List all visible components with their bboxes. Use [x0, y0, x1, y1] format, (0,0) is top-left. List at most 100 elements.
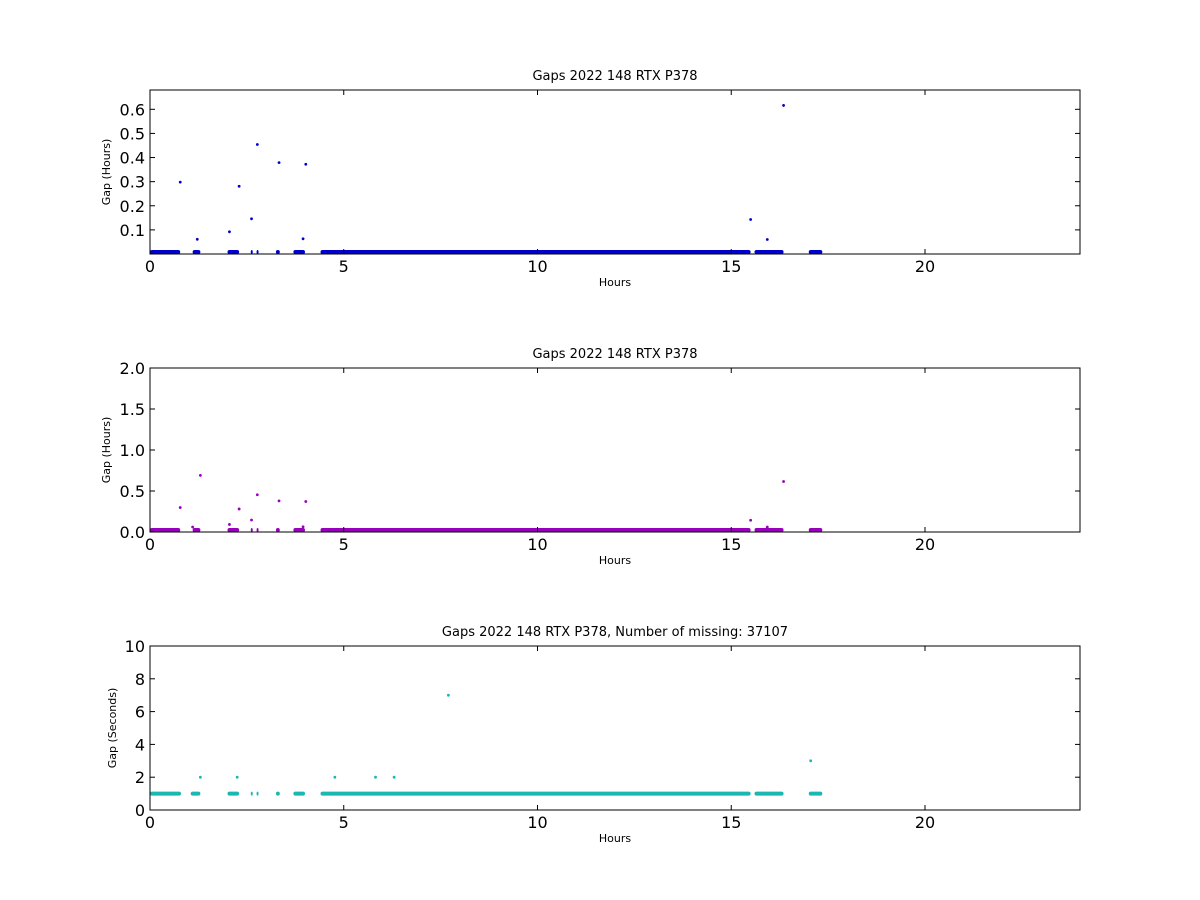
dense-point-run-2-3 — [250, 528, 253, 532]
data-point-1-4 — [250, 217, 253, 221]
chart-title-3: Gaps 2022 148 RTX P378, Number of missin… — [442, 625, 788, 640]
dense-point-run-1-2 — [227, 250, 240, 254]
data-point-2-2 — [198, 474, 202, 477]
dense-point-run-3-5 — [275, 791, 280, 796]
y-tick-label-3-3: 6 — [135, 703, 145, 722]
data-point-1-7 — [301, 237, 305, 241]
x-tick-label-2-0: 0 — [145, 535, 155, 554]
data-point-2-11 — [765, 525, 769, 529]
data-point-1-5 — [255, 143, 259, 146]
data-point-1-1 — [195, 237, 199, 241]
y-tick-label-1-2: 0.3 — [120, 173, 145, 192]
axes-frame-1 — [149, 89, 1081, 255]
data-point-2-5 — [250, 518, 253, 522]
chart-panel-2: 0 5 10 15 20 0.0 0.5 1.0 1.5 2.0 Gaps 2022 148 RT… — [100, 347, 1081, 567]
dense-point-run-2-7 — [320, 528, 751, 532]
x-axis-label-2: Hours — [599, 554, 631, 567]
dense-point-run-3-7 — [320, 791, 751, 796]
data-point-2-10 — [749, 518, 753, 522]
y-tick-label-1-3: 0.4 — [120, 149, 145, 168]
x-tick-label-1-1: 5 — [339, 257, 349, 276]
data-point-1-6 — [277, 161, 281, 164]
data-point-3-2 — [333, 775, 337, 779]
dense-point-run-1-6 — [293, 250, 305, 254]
dense-point-run-1-1 — [192, 250, 201, 254]
chart-marks-1 — [150, 104, 823, 254]
y-tick-label-1-1: 0.2 — [120, 197, 145, 216]
data-point-3-6 — [809, 759, 813, 763]
x-tick-label-2-2: 10 — [527, 535, 547, 554]
data-point-1-11 — [782, 104, 785, 107]
dense-point-run-2-5 — [275, 528, 280, 532]
data-point-3-5 — [446, 693, 450, 697]
y-tick-label-1-5: 0.6 — [120, 100, 145, 119]
x-axis-label-1: Hours — [599, 276, 631, 289]
data-point-2-0 — [178, 506, 182, 509]
dense-point-run-1-5 — [275, 250, 280, 254]
data-point-2-3 — [228, 523, 231, 526]
chart-marks-3 — [150, 693, 823, 796]
x-tick-label-1-2: 10 — [527, 257, 547, 276]
y-axis-label-2: Gap (Hours) — [100, 417, 113, 484]
chart-ticks-2: 0 5 10 15 20 0.0 0.5 1.0 1.5 2.0 — [120, 359, 1080, 554]
chart-panel-1: 0 5 10 15 20 0.1 0.2 0.3 0.4 0.5 0.6 Gaps 2022 148… — [100, 69, 1081, 289]
dense-point-run-2-8 — [754, 528, 784, 532]
data-point-1-0 — [178, 180, 182, 184]
chart-ticks-3: 0 5 10 15 20 0 2 4 6 8 10 — [125, 637, 1080, 832]
data-point-3-4 — [392, 775, 396, 779]
y-tick-label-2-1: 0.5 — [120, 482, 145, 501]
y-tick-label-3-0: 0 — [135, 801, 145, 820]
y-tick-label-3-4: 8 — [135, 670, 145, 689]
dense-point-run-2-4 — [256, 528, 259, 532]
y-tick-label-1-4: 0.5 — [120, 124, 145, 143]
dense-point-run-1-4 — [256, 250, 259, 254]
axes-frame-3 — [149, 645, 1081, 811]
y-tick-label-3-5: 10 — [125, 637, 145, 656]
data-point-3-3 — [374, 775, 377, 779]
data-point-2-6 — [255, 493, 259, 497]
dense-point-run-2-2 — [227, 528, 240, 532]
dense-point-run-1-0 — [150, 250, 181, 254]
x-tick-label-1-4: 20 — [915, 257, 935, 276]
dense-point-run-2-0 — [150, 528, 181, 532]
dense-point-run-1-9 — [808, 250, 823, 254]
data-point-1-9 — [749, 218, 753, 221]
dense-point-run-2-1 — [192, 528, 201, 532]
dense-point-run-3-0 — [150, 791, 181, 796]
dense-point-run-1-7 — [320, 250, 751, 254]
data-point-2-8 — [301, 525, 305, 529]
x-tick-label-2-3: 15 — [721, 535, 741, 554]
x-tick-label-2-1: 5 — [339, 535, 349, 554]
chart-title-2: Gaps 2022 148 RTX P378 — [532, 347, 697, 362]
x-axis-label-3: Hours — [599, 832, 631, 845]
dense-point-run-2-9 — [808, 528, 823, 532]
x-tick-label-3-1: 5 — [339, 813, 349, 832]
dense-point-run-3-4 — [256, 791, 259, 796]
data-point-2-1 — [191, 525, 195, 529]
y-axis-label-3: Gap (Seconds) — [106, 688, 119, 769]
dense-point-run-1-8 — [754, 250, 784, 254]
y-tick-label-3-2: 4 — [135, 735, 145, 754]
data-point-1-8 — [304, 162, 308, 166]
y-tick-label-3-1: 2 — [135, 768, 145, 787]
dense-point-run-2-6 — [293, 528, 305, 532]
y-tick-label-2-0: 0.0 — [120, 523, 145, 542]
chart-panel-3: 0 5 10 15 20 0 2 4 6 8 10 Gaps 2022 148 RTX P378, … — [106, 625, 1081, 845]
y-tick-label-2-3: 1.5 — [120, 400, 145, 419]
data-point-2-9 — [304, 500, 308, 503]
chart-ticks-1: 0 5 10 15 20 0.1 0.2 0.3 0.4 0.5 0.6 — [120, 90, 1080, 276]
data-point-1-3 — [237, 184, 241, 188]
dense-point-run-3-8 — [754, 791, 784, 796]
x-tick-label-1-0: 0 — [145, 257, 155, 276]
dense-point-run-3-3 — [250, 791, 253, 796]
y-tick-label-2-4: 2.0 — [120, 359, 145, 378]
x-tick-label-3-4: 20 — [915, 813, 935, 832]
y-axis-label-1: Gap (Hours) — [100, 139, 113, 206]
y-tick-label-2-2: 1.0 — [120, 441, 145, 460]
x-tick-label-3-3: 15 — [721, 813, 741, 832]
dense-point-run-3-2 — [227, 791, 240, 796]
data-point-3-1 — [235, 775, 239, 779]
data-point-3-0 — [198, 775, 202, 779]
